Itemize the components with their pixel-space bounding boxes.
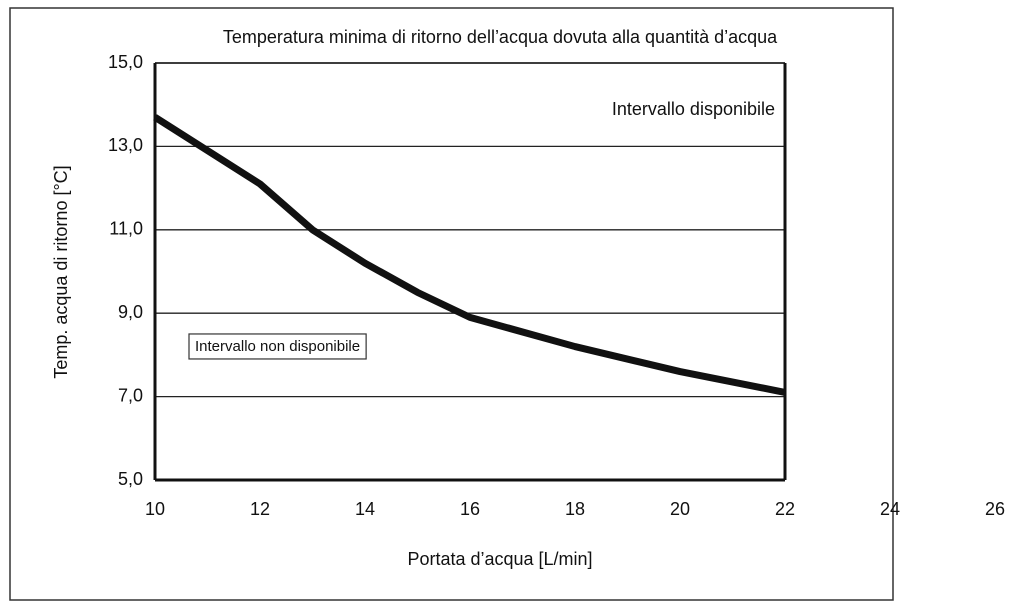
y-tick-label: 9,0 xyxy=(118,302,143,322)
x-tick-label: 26 xyxy=(985,499,1005,519)
y-tick-label: 5,0 xyxy=(118,469,143,489)
y-tick-label: 15,0 xyxy=(108,52,143,72)
x-tick-label: 22 xyxy=(775,499,795,519)
chart-title: Temperatura minima di ritorno dell’acqua… xyxy=(223,27,778,47)
annotation: Intervallo non disponibile xyxy=(195,338,360,355)
annotation-box xyxy=(188,333,367,360)
y-tick-label: 11,0 xyxy=(109,219,143,239)
y-tick-label: 7,0 xyxy=(118,385,143,405)
annotation: Intervallo disponibile xyxy=(612,99,775,119)
x-tick-label: 16 xyxy=(460,499,480,519)
x-axis-label: Portata d’acqua [L/min] xyxy=(407,549,592,569)
x-tick-label: 24 xyxy=(880,499,900,519)
line-series xyxy=(153,114,786,396)
frame xyxy=(9,7,894,601)
x-tick-label: 12 xyxy=(250,499,270,519)
x-tick-label: 10 xyxy=(145,499,165,519)
x-tick-label: 14 xyxy=(355,499,375,519)
x-tick-label: 20 xyxy=(670,499,690,519)
y-tick-label: 13,0 xyxy=(108,135,143,155)
x-tick-label: 18 xyxy=(565,499,585,519)
y-axis-label: Temp. acqua di ritorno [°C] xyxy=(51,165,71,378)
